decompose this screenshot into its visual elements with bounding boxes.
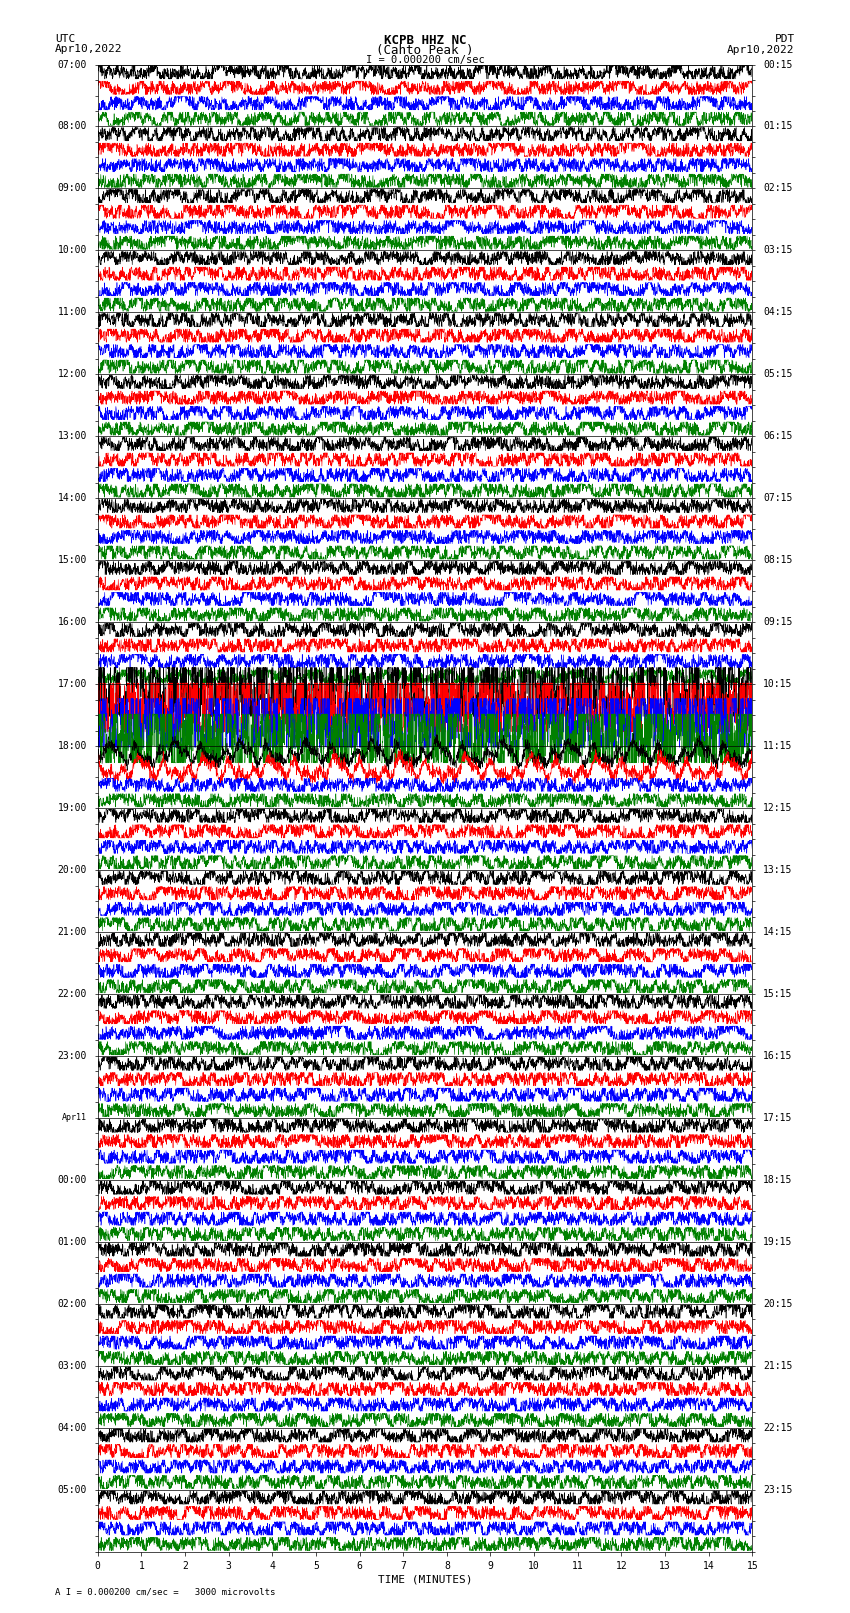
Text: 09:15: 09:15 [763,618,792,627]
Text: (Cahto Peak ): (Cahto Peak ) [377,44,473,56]
Text: 06:15: 06:15 [763,431,792,442]
Text: 05:00: 05:00 [58,1484,87,1495]
Text: 14:00: 14:00 [58,494,87,503]
Text: 12:00: 12:00 [58,369,87,379]
Text: 04:00: 04:00 [58,1423,87,1432]
Text: KCPB HHZ NC: KCPB HHZ NC [383,34,467,47]
Text: 15:00: 15:00 [58,555,87,565]
Text: PDT: PDT [774,34,795,44]
Text: 08:00: 08:00 [58,121,87,132]
Text: 17:00: 17:00 [58,679,87,689]
Text: UTC: UTC [55,34,76,44]
Text: 22:15: 22:15 [763,1423,792,1432]
Text: I = 0.000200 cm/sec: I = 0.000200 cm/sec [366,55,484,65]
Text: 09:00: 09:00 [58,184,87,194]
Text: 11:15: 11:15 [763,740,792,752]
Text: 12:15: 12:15 [763,803,792,813]
Text: 11:00: 11:00 [58,308,87,318]
Text: 21:15: 21:15 [763,1361,792,1371]
Text: 01:15: 01:15 [763,121,792,132]
Text: 03:15: 03:15 [763,245,792,255]
Text: 07:00: 07:00 [58,60,87,69]
Text: 22:00: 22:00 [58,989,87,998]
Text: A I = 0.000200 cm/sec =   3000 microvolts: A I = 0.000200 cm/sec = 3000 microvolts [55,1587,275,1597]
Text: 01:00: 01:00 [58,1237,87,1247]
Text: 10:00: 10:00 [58,245,87,255]
Text: 18:00: 18:00 [58,740,87,752]
X-axis label: TIME (MINUTES): TIME (MINUTES) [377,1574,473,1586]
Text: 18:15: 18:15 [763,1174,792,1186]
Text: 04:15: 04:15 [763,308,792,318]
Text: 21:00: 21:00 [58,927,87,937]
Text: 20:00: 20:00 [58,865,87,876]
Text: 19:15: 19:15 [763,1237,792,1247]
Text: 14:15: 14:15 [763,927,792,937]
Text: 07:15: 07:15 [763,494,792,503]
Text: 02:15: 02:15 [763,184,792,194]
Text: 13:15: 13:15 [763,865,792,876]
Text: 00:00: 00:00 [58,1174,87,1186]
Text: 17:15: 17:15 [763,1113,792,1123]
Text: Apr10,2022: Apr10,2022 [728,45,795,55]
Text: 00:15: 00:15 [763,60,792,69]
Text: 20:15: 20:15 [763,1298,792,1308]
Text: Apr10,2022: Apr10,2022 [55,44,122,53]
Text: 08:15: 08:15 [763,555,792,565]
Text: Apr11: Apr11 [62,1113,87,1123]
Text: 03:00: 03:00 [58,1361,87,1371]
Text: 10:15: 10:15 [763,679,792,689]
Text: 13:00: 13:00 [58,431,87,442]
Text: 23:15: 23:15 [763,1484,792,1495]
Text: 15:15: 15:15 [763,989,792,998]
Text: 16:15: 16:15 [763,1052,792,1061]
Text: 19:00: 19:00 [58,803,87,813]
Text: 23:00: 23:00 [58,1052,87,1061]
Text: 16:00: 16:00 [58,618,87,627]
Text: 02:00: 02:00 [58,1298,87,1308]
Text: 05:15: 05:15 [763,369,792,379]
